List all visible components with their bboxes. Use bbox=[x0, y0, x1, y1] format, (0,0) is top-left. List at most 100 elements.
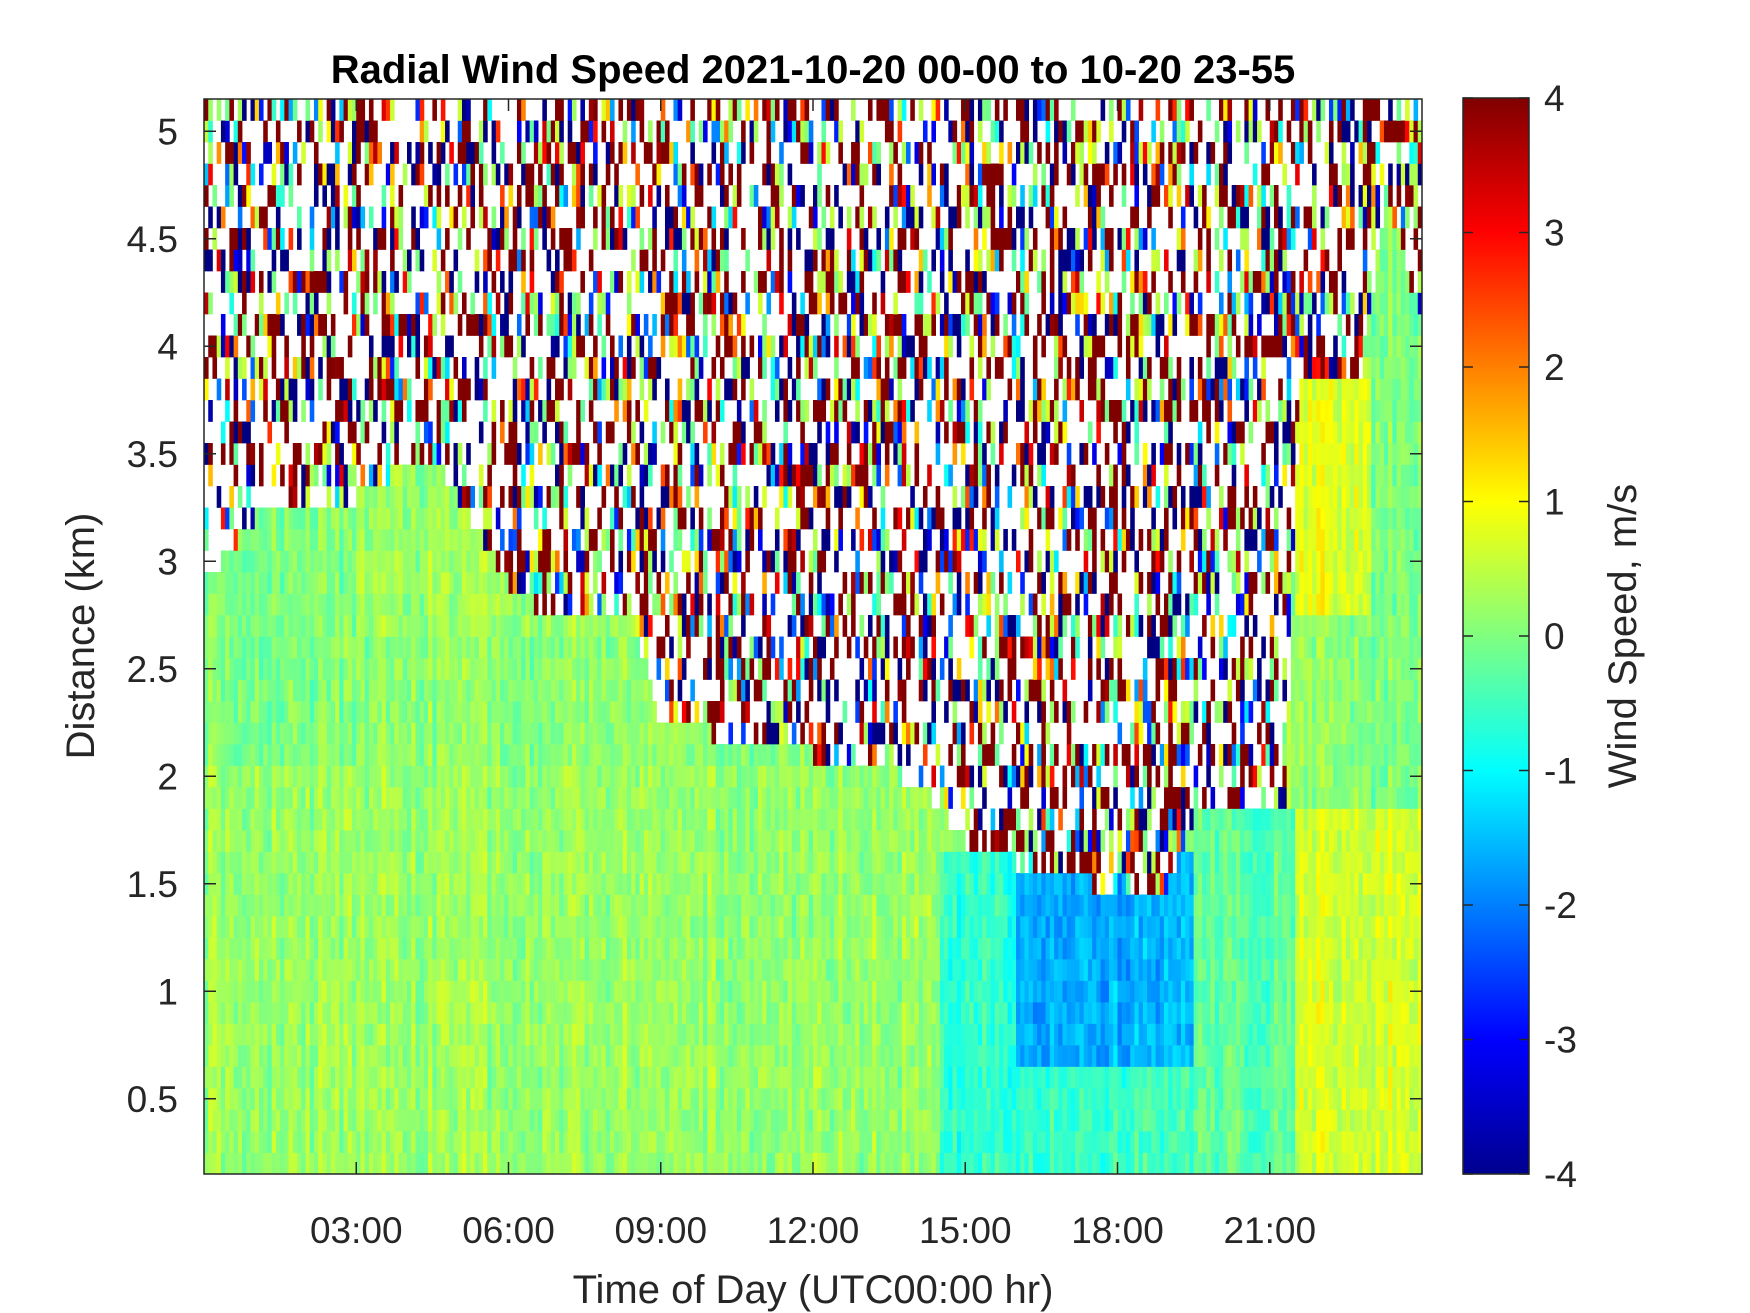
heatmap-cell bbox=[419, 529, 425, 551]
heatmap-cell bbox=[461, 873, 467, 895]
heatmap-cell bbox=[301, 464, 306, 487]
heatmap-cell bbox=[284, 529, 289, 551]
heatmap-cell bbox=[648, 120, 653, 143]
heatmap-cell bbox=[339, 959, 344, 981]
heatmap-cell bbox=[339, 873, 344, 895]
heatmap-cell bbox=[521, 830, 526, 852]
heatmap-cell bbox=[576, 894, 581, 917]
heatmap-cell bbox=[288, 507, 294, 530]
heatmap-cell bbox=[597, 271, 602, 293]
heatmap-cell bbox=[707, 163, 712, 186]
heatmap-cell bbox=[728, 163, 733, 186]
heatmap-cell bbox=[402, 1152, 408, 1174]
heatmap-cell bbox=[461, 701, 467, 723]
heatmap-cell bbox=[390, 873, 395, 895]
heatmap-cell bbox=[233, 163, 239, 186]
heatmap-cell bbox=[271, 99, 277, 121]
heatmap-cell bbox=[330, 959, 336, 981]
heatmap-cell bbox=[618, 765, 624, 788]
heatmap-cell bbox=[563, 185, 569, 207]
heatmap-cell bbox=[694, 550, 700, 573]
heatmap-cell bbox=[559, 744, 564, 766]
heatmap-cell bbox=[491, 916, 497, 938]
heatmap-cell bbox=[728, 335, 733, 358]
heatmap-cell bbox=[436, 185, 442, 207]
heatmap-cell bbox=[555, 572, 560, 594]
heatmap-cell bbox=[512, 400, 518, 422]
heatmap-cell bbox=[478, 701, 484, 723]
heatmap-cell bbox=[347, 1131, 353, 1153]
heatmap-cell bbox=[250, 99, 256, 121]
heatmap-cell bbox=[563, 636, 569, 659]
heatmap-cell bbox=[567, 615, 573, 637]
heatmap-cell bbox=[301, 507, 306, 530]
heatmap-cell bbox=[411, 679, 416, 702]
heatmap-cell bbox=[398, 615, 404, 637]
heatmap-cell bbox=[356, 185, 361, 207]
heatmap-cell bbox=[368, 894, 374, 917]
heatmap-cell bbox=[470, 1131, 476, 1153]
heatmap-cell bbox=[521, 959, 526, 981]
heatmap-cell bbox=[533, 959, 539, 981]
heatmap-cell bbox=[525, 851, 530, 874]
heatmap-cell bbox=[622, 615, 628, 637]
heatmap-cell bbox=[681, 1109, 687, 1132]
heatmap-cell bbox=[275, 572, 281, 594]
heatmap-cell bbox=[664, 1109, 670, 1132]
heatmap-cell bbox=[521, 271, 526, 293]
heatmap-cell bbox=[466, 679, 471, 702]
heatmap-cell bbox=[466, 873, 471, 895]
heatmap-cell bbox=[707, 593, 712, 616]
heatmap-cell bbox=[313, 701, 319, 723]
heatmap-cell bbox=[461, 357, 467, 379]
heatmap-cell bbox=[470, 1109, 476, 1132]
heatmap-cell bbox=[567, 959, 573, 981]
heatmap-cell bbox=[347, 1109, 353, 1132]
heatmap-cell bbox=[326, 271, 332, 293]
heatmap-cell bbox=[538, 787, 543, 809]
heatmap-cell bbox=[415, 615, 421, 637]
heatmap-cell bbox=[461, 378, 467, 401]
heatmap-cell bbox=[263, 636, 268, 659]
heatmap-cell bbox=[605, 378, 611, 401]
heatmap-cell bbox=[339, 550, 344, 573]
heatmap-cell bbox=[660, 507, 666, 530]
heatmap-cell bbox=[660, 959, 666, 981]
heatmap-cell bbox=[605, 529, 611, 551]
heatmap-cell bbox=[423, 335, 429, 358]
heatmap-cell bbox=[258, 206, 264, 229]
heatmap-cell bbox=[694, 1109, 700, 1132]
heatmap-cell bbox=[648, 980, 653, 1003]
heatmap-cell bbox=[360, 1045, 366, 1067]
heatmap-cell bbox=[415, 830, 421, 852]
heatmap-cell bbox=[474, 529, 480, 551]
heatmap-cell bbox=[652, 744, 657, 766]
heatmap-cell bbox=[728, 937, 733, 960]
heatmap-cell bbox=[580, 808, 585, 831]
heatmap-cell bbox=[318, 163, 323, 186]
heatmap-cell bbox=[483, 486, 488, 508]
heatmap-cell bbox=[440, 1152, 446, 1174]
heatmap-cell bbox=[360, 1109, 366, 1132]
heatmap-cell bbox=[364, 1109, 370, 1132]
heatmap-cell bbox=[715, 765, 721, 788]
heatmap-cell bbox=[288, 808, 294, 831]
heatmap-cell bbox=[208, 142, 213, 164]
heatmap-cell bbox=[580, 916, 585, 938]
heatmap-cell bbox=[703, 744, 708, 766]
heatmap-cell bbox=[301, 808, 306, 831]
heatmap-cell bbox=[343, 894, 349, 917]
heatmap-cell bbox=[347, 1088, 353, 1110]
heatmap-cell bbox=[601, 1045, 607, 1067]
heatmap-cell bbox=[533, 722, 539, 745]
heatmap-cell bbox=[656, 894, 662, 917]
heatmap-cell bbox=[225, 658, 230, 680]
heatmap-cell bbox=[538, 808, 543, 831]
heatmap-cell bbox=[707, 1002, 712, 1024]
heatmap-cell bbox=[521, 722, 526, 745]
heatmap-cell bbox=[343, 1023, 349, 1046]
heatmap-cell bbox=[258, 615, 264, 637]
heatmap-cell bbox=[208, 916, 213, 938]
heatmap-cell bbox=[288, 1152, 294, 1174]
heatmap-cell bbox=[698, 292, 704, 315]
